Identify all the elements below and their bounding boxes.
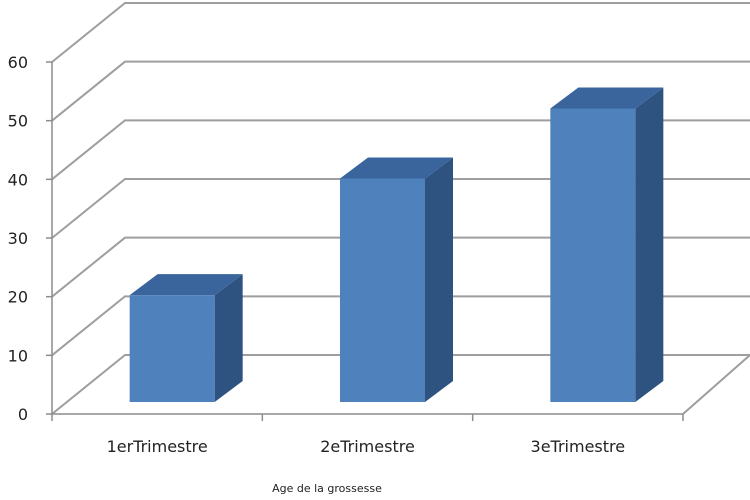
- y-tick-label: 10: [8, 346, 28, 365]
- x-category-label: 2eTrimestre: [320, 437, 415, 456]
- bar-top-face: [550, 87, 664, 109]
- gridline: [51, 295, 750, 357]
- bar-side-face: [635, 87, 664, 402]
- y-tick-label: 30: [8, 229, 28, 248]
- grid-layer: [46, 2, 750, 421]
- gridline: [51, 178, 750, 239]
- x-category-label: 3eTrimestre: [531, 437, 626, 456]
- y-tick-label: 60: [8, 53, 28, 72]
- gridline: [51, 119, 750, 181]
- bar-layer: [129, 87, 664, 402]
- gridline: [51, 236, 750, 298]
- gridline: [51, 2, 750, 63]
- bar-front-face: [129, 295, 215, 402]
- y-tick-label: 20: [8, 288, 28, 307]
- y-tick-label: 50: [8, 112, 28, 131]
- bar-top-face: [129, 274, 243, 296]
- bar-top-face: [340, 157, 453, 179]
- bar-side-face: [425, 157, 453, 402]
- gridline: [51, 60, 750, 122]
- bar-1: [129, 274, 243, 402]
- bar-2: [340, 157, 453, 402]
- bar-3: [550, 87, 664, 402]
- x-category-label: 1erTrimestre: [107, 437, 208, 456]
- bar-front-face: [550, 108, 636, 402]
- floor-edge: [682, 354, 750, 415]
- gridline: [51, 354, 750, 415]
- y-tick-label: 0: [18, 405, 28, 424]
- y-tick-label: 40: [8, 170, 28, 189]
- bar-front-face: [340, 178, 425, 402]
- label-layer: 0 10 20 30 40 50 60 1erTrimestre 2eTrimestre 3eTr…: [8, 53, 625, 456]
- x-axis-title: Age de la grossesse: [272, 482, 382, 495]
- bar-side-face: [214, 274, 243, 402]
